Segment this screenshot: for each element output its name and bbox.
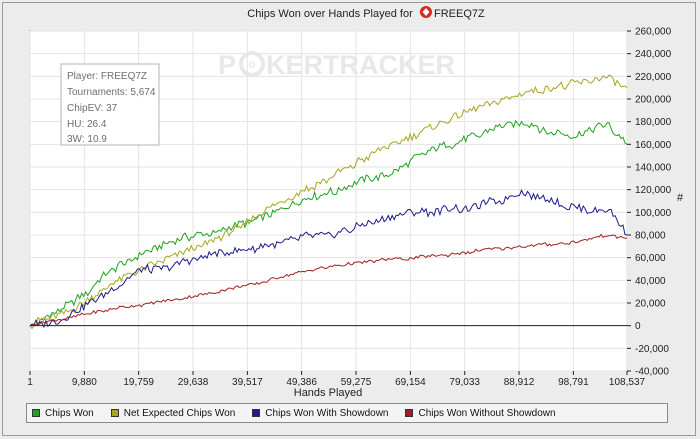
legend-swatch-3 (405, 409, 414, 417)
y-tick-label-9: 140,000 (635, 163, 672, 174)
y-tick-label-15: 260,000 (635, 27, 672, 38)
chart-player-name: FREEQ7Z (434, 8, 485, 20)
x-tick-label-3: 29,638 (178, 377, 209, 388)
watermark-o-letter: O (248, 60, 255, 70)
x-tick-label-1: 9,880 (72, 377, 97, 388)
series-line-0 (29, 119, 628, 327)
x-tick-label-8: 79,033 (449, 377, 480, 388)
legend-label-1: Net Expected Chips Won (123, 407, 236, 419)
x-axis: 1 9,880 19,759 29,638 39,517 49,386 59,275 69,1… (27, 371, 646, 388)
info-player: Player: FREEQ7Z (67, 71, 147, 82)
series-line-1 (29, 74, 628, 330)
info-hu: HU: 26.4 (67, 119, 107, 130)
y-tick-label-6: 80,000 (635, 231, 666, 242)
pokerstars-icon (420, 6, 432, 18)
chart-title: Chips Won over Hands Played for (247, 8, 413, 20)
legend-label-3: Chips Won Without Showdown (418, 407, 556, 419)
x-tick-label-11: 108,537 (609, 377, 646, 388)
legend-item-3: Chips Won Without Showdown (405, 407, 556, 419)
y-tick-label-11: 180,000 (635, 117, 672, 128)
watermark-right: KERTRACKER (266, 50, 455, 80)
legend-label-2: Chips Won With Showdown (265, 407, 389, 419)
series-line-3 (29, 233, 628, 327)
legend-item-0: Chips Won (32, 408, 94, 419)
x-tick-label-10: 98,791 (558, 377, 589, 388)
legend-item-1: Net Expected Chips Won (110, 407, 236, 419)
y-tick-label-0: -40,000 (635, 367, 669, 378)
series-line-2 (29, 189, 628, 329)
x-tick-label-7: 69,154 (395, 377, 426, 388)
watermark-left: P (218, 50, 236, 80)
legend-swatch-0 (32, 409, 40, 417)
y-tick-label-13: 220,000 (635, 72, 672, 83)
legend-swatch-1 (110, 409, 119, 417)
y-tick-label-12: 200,000 (635, 95, 672, 106)
x-tick-label-5: 49,386 (286, 377, 317, 388)
y-tick-label-4: 40,000 (635, 276, 666, 287)
info-chipev: ChipEV: 37 (67, 103, 118, 114)
x-tick-label-6: 59,275 (341, 377, 372, 388)
y-tick-label-1: -20,000 (635, 344, 669, 355)
y-tick-label-10: 160,000 (635, 140, 672, 151)
x-tick-label-9: 88,912 (504, 377, 535, 388)
y-tick-label-7: 100,000 (635, 208, 672, 219)
x-tick-label-0: 1 (27, 377, 33, 388)
y-tick-label-3: 20,000 (635, 299, 666, 310)
y-tick-label-8: 120,000 (635, 185, 672, 196)
info-tournaments: Tournaments: 5,674 (67, 87, 156, 98)
info-box: Player: FREEQ7Z Tournaments: 5,674 ChipE… (60, 63, 160, 146)
y-axis: -40,000 -20,000 0 20,000 40,000 60,000 80,000 1… (627, 27, 672, 378)
legend: Chips Won Net Expected Chips Won Chips Won… (26, 403, 668, 423)
watermark-o: O (239, 51, 265, 77)
legend-label-0: Chips Won (45, 407, 94, 419)
x-tick-label-2: 19,759 (123, 377, 154, 388)
legend-item-2: Chips Won With Showdown (252, 408, 388, 419)
y-tick-label-5: 60,000 (635, 253, 666, 264)
x-tick-label-4: 39,517 (232, 377, 263, 388)
info-3w: 3W: 10.9 (67, 134, 107, 145)
watermark: P O KERTRACKER (218, 50, 455, 80)
x-axis-title: Hands Played (294, 387, 363, 399)
y-tick-label-14: 240,000 (635, 49, 672, 60)
y-tick-label-2: 0 (635, 321, 641, 332)
series-lines (29, 74, 628, 330)
y-axis-title: # (677, 192, 684, 204)
legend-swatch-2 (252, 409, 261, 417)
